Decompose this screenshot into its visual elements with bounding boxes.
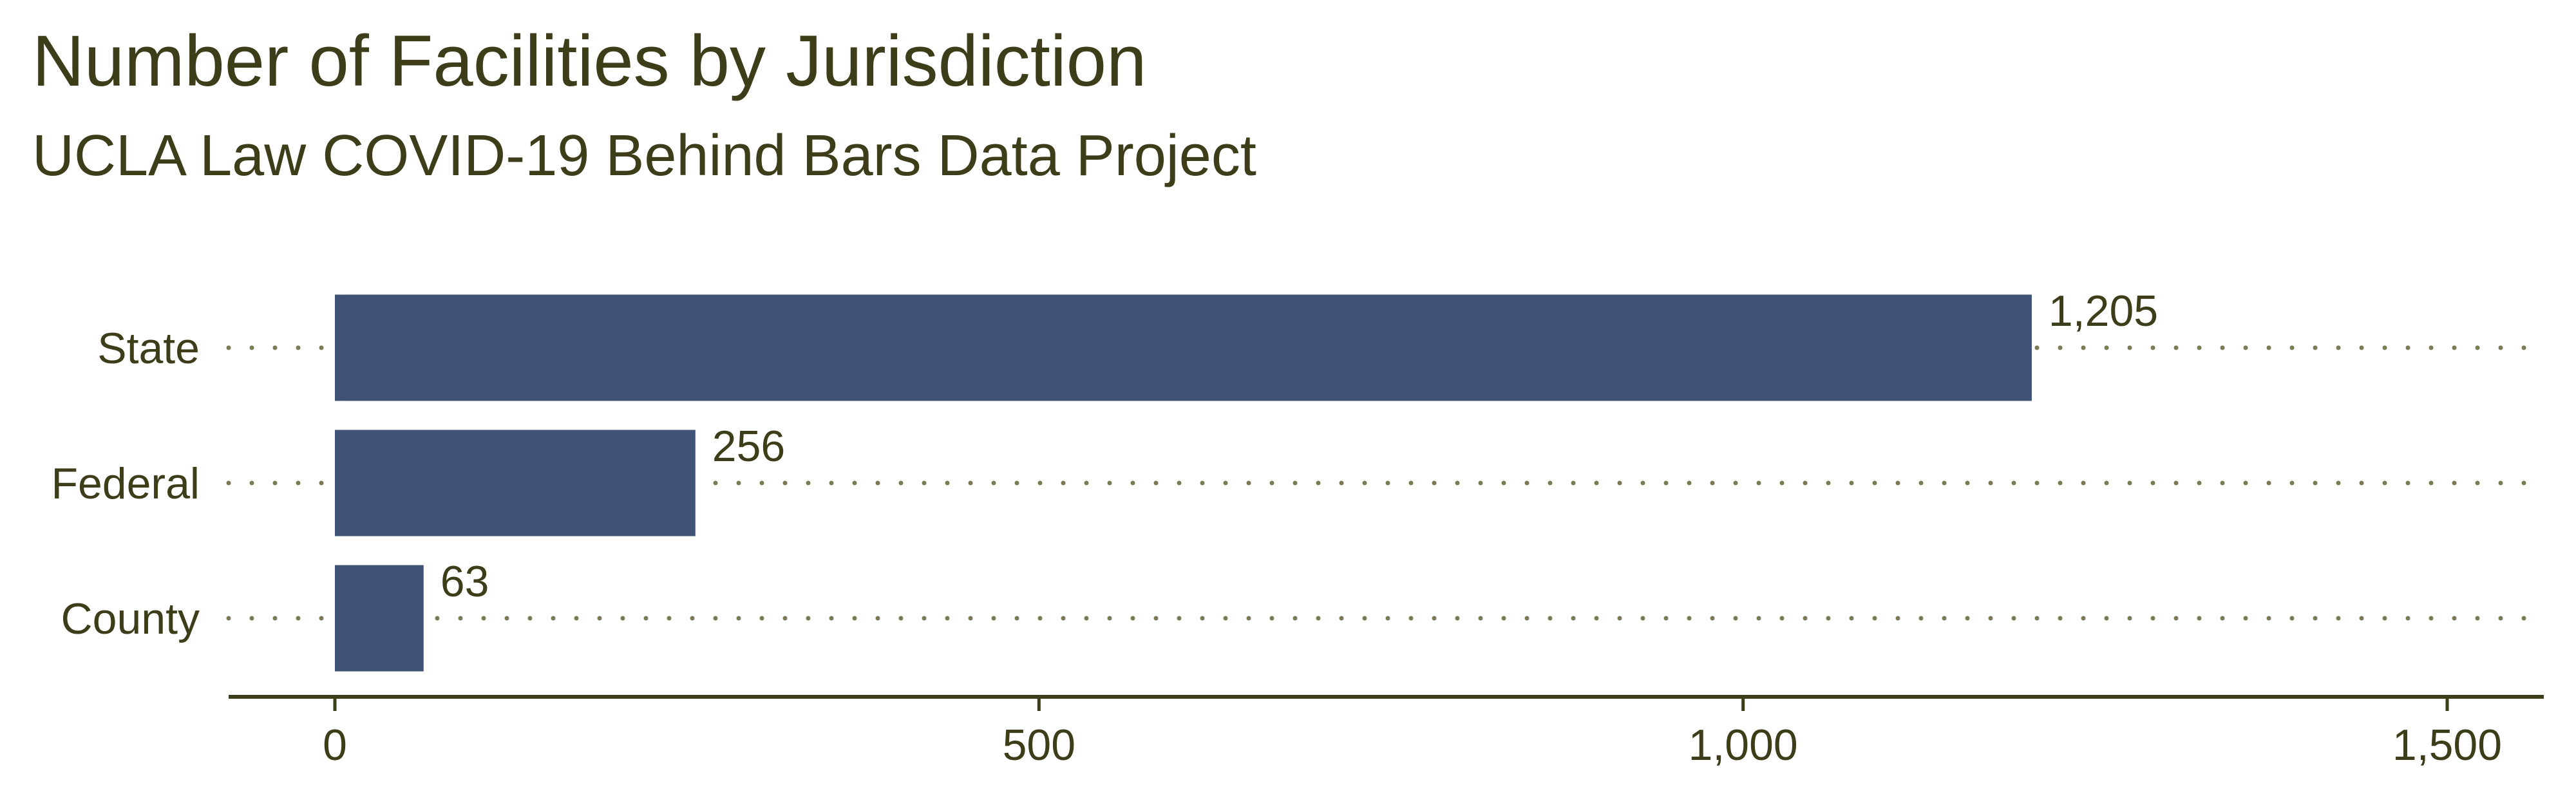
bars — [335, 294, 2032, 672]
x-axis: 0 500 1,000 1,500 — [229, 695, 2544, 770]
category-label-state: State — [97, 324, 200, 373]
value-label-county: 63 — [440, 557, 489, 606]
category-label-federal: Federal — [51, 459, 200, 508]
category-label-county: County — [61, 594, 200, 643]
chart-subtitle: UCLA Law COVID-19 Behind Bars Data Proje… — [32, 124, 1256, 188]
value-label-state: 1,205 — [2049, 287, 2158, 336]
x-tick-label: 0 — [323, 721, 347, 770]
x-tick-label: 500 — [1003, 721, 1075, 770]
value-labels: 1,205 256 63 — [440, 287, 2158, 606]
bar-state — [335, 294, 2032, 401]
x-tick-label: 1,000 — [1689, 721, 1798, 770]
bar-county — [335, 565, 424, 672]
category-labels: State Federal County — [51, 324, 200, 643]
value-label-federal: 256 — [712, 422, 785, 471]
x-tick-label: 1,500 — [2392, 721, 2502, 770]
bar-federal — [335, 430, 696, 536]
chart-title: Number of Facilities by Jurisdiction — [32, 21, 1147, 101]
